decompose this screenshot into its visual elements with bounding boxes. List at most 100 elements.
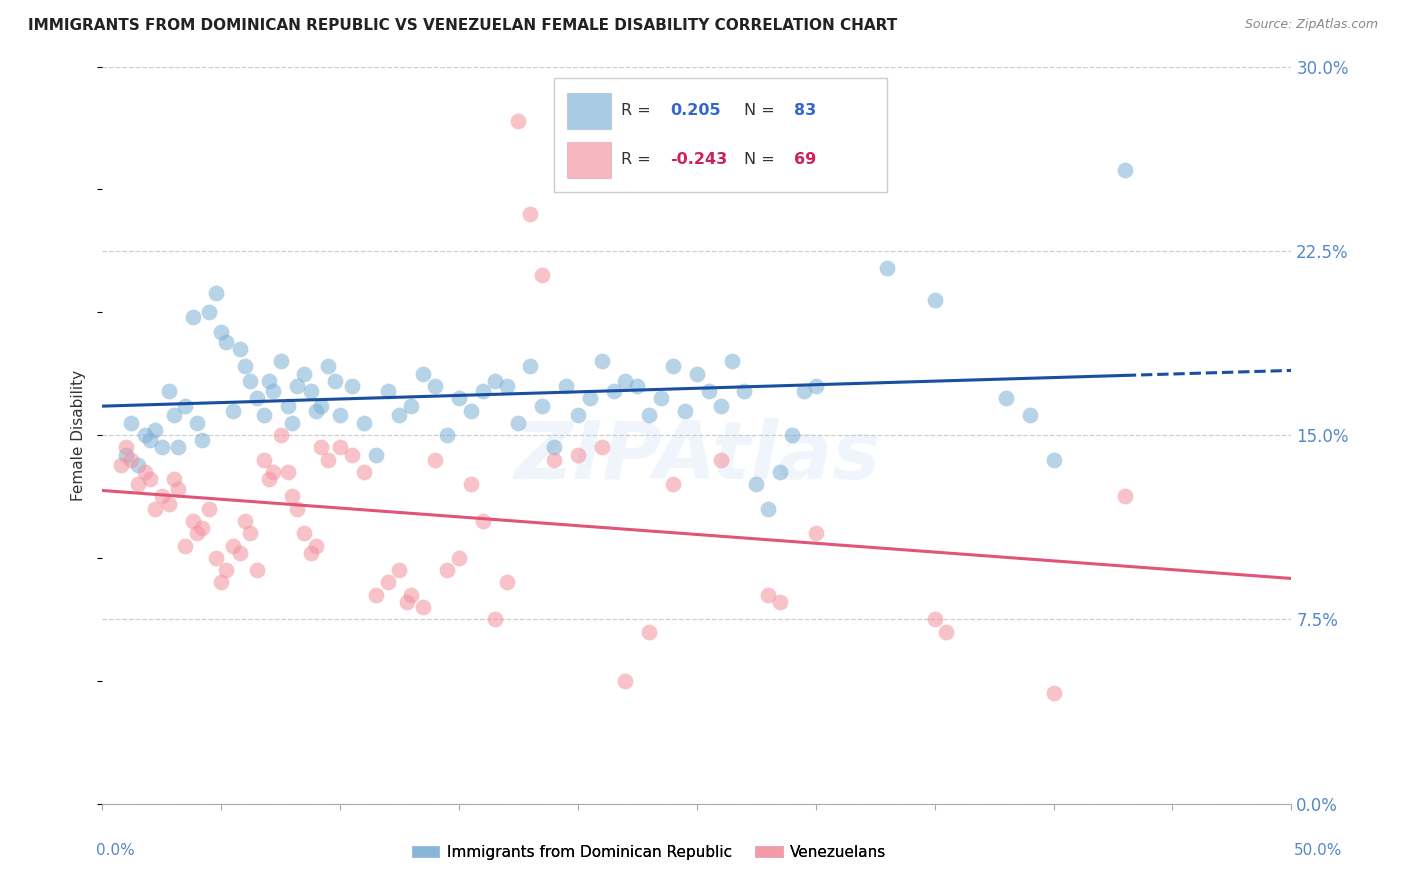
Point [262,465,284,479]
Point [292,367,315,381]
Point [994,391,1017,405]
Point [745,477,768,491]
Point [285,501,308,516]
Point [262,384,284,398]
Point [239,526,262,541]
Point [110,458,132,472]
Point [756,501,779,516]
Point [793,384,815,398]
Point [412,367,434,381]
Point [253,452,276,467]
Point [733,384,755,398]
Point [209,325,232,339]
Point [388,563,411,577]
Text: IMMIGRANTS FROM DOMINICAN REPUBLIC VS VENEZUELAN FEMALE DISABILITY CORRELATION C: IMMIGRANTS FROM DOMINICAN REPUBLIC VS VE… [28,18,897,33]
Point [1114,162,1136,177]
Point [614,673,637,688]
Point [447,391,470,405]
Point [401,399,423,413]
Point [412,600,434,615]
Point [157,497,180,511]
Point [543,452,565,467]
Point [567,448,589,462]
Point [508,113,530,128]
Point [205,550,228,565]
Point [531,399,554,413]
Point [139,472,162,486]
Point [460,403,482,417]
Point [340,379,363,393]
Point [270,354,292,368]
Point [377,575,399,590]
Point [686,367,709,381]
Point [364,588,387,602]
Point [229,342,252,356]
Point [323,374,346,388]
Point [425,452,447,467]
Point [638,624,661,639]
Point [447,550,470,565]
Point [519,207,541,221]
Point [143,501,166,516]
Point [519,359,541,374]
Point [222,403,245,417]
Point [769,595,792,609]
Point [174,399,197,413]
Point [555,379,578,393]
Point [626,379,648,393]
Point [353,465,375,479]
Point [233,514,256,528]
Point [167,482,190,496]
Point [471,514,494,528]
Point [804,379,827,393]
Point [305,539,328,553]
Point [721,354,744,368]
Point [120,416,142,430]
Point [353,416,375,430]
Point [198,501,221,516]
Point [281,490,304,504]
Point [780,428,803,442]
Point [277,465,299,479]
Point [591,441,613,455]
Point [127,458,149,472]
Point [191,521,214,535]
Point [804,526,827,541]
Point [167,441,190,455]
Point [567,409,589,423]
Point [215,563,238,577]
Point [377,384,399,398]
Point [1114,490,1136,504]
Point [222,539,245,553]
Point [614,374,637,388]
Point [673,403,696,417]
Point [301,546,323,560]
Point [305,403,328,417]
Point [924,612,946,626]
Point [139,433,162,447]
Point [316,359,339,374]
Point [301,384,323,398]
Point [329,409,352,423]
Point [495,575,517,590]
Point [215,334,238,349]
Point [436,563,458,577]
Text: 50.0%: 50.0% [1295,843,1343,858]
Point [181,310,204,325]
Point [239,374,262,388]
Point [186,416,208,430]
Point [191,433,214,447]
Point [935,624,957,639]
Point [209,575,232,590]
Point [150,490,173,504]
Point [309,441,332,455]
Point [316,452,339,467]
Point [924,293,946,307]
Point [292,526,315,541]
Point [120,452,142,467]
Point [709,399,731,413]
Text: Source: ZipAtlas.com: Source: ZipAtlas.com [1244,18,1378,31]
Point [484,374,506,388]
Point [578,391,600,405]
Point [157,384,180,398]
